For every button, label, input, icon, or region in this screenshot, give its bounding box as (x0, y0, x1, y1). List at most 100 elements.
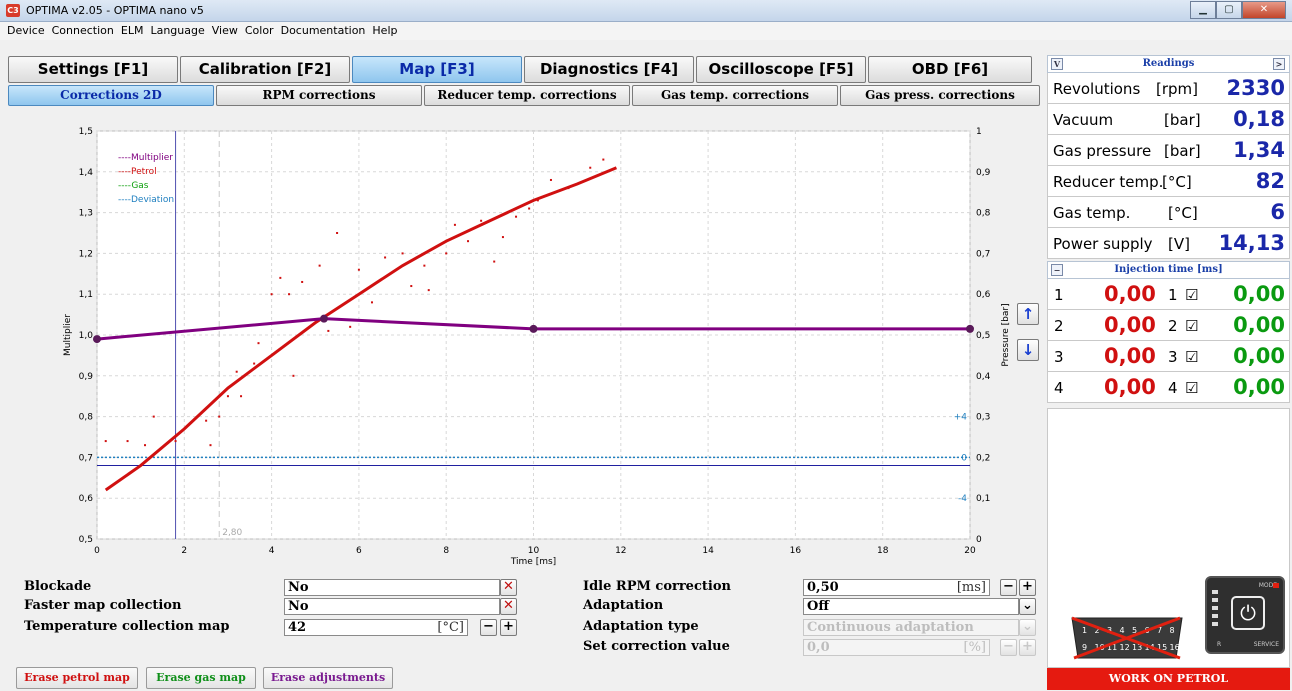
faster-map-field[interactable]: No (284, 598, 500, 615)
minimize-button[interactable]: ▁ (1190, 1, 1216, 19)
tab-obd[interactable]: OBD [F6] (868, 56, 1032, 83)
corrections-chart[interactable]: 0 2 4 6 8 10 12 14 16 18 200,50,60,70,80,91,01,11,… (0, 112, 1046, 570)
injector-checkbox[interactable]: ☑ (1185, 317, 1199, 335)
menu-help[interactable]: Help (372, 24, 398, 37)
petrol-sample-point (270, 293, 273, 296)
menu-view[interactable]: View (211, 24, 238, 37)
x-tick-label: 4 (269, 546, 275, 556)
set-correction-field[interactable]: 0,0 [%] (803, 639, 990, 656)
subtab-gas-temp[interactable]: Gas temp. corrections (632, 85, 838, 106)
idle-rpm-field[interactable]: 0,50 [ms] (803, 579, 990, 596)
arrow-up-icon[interactable]: ↑ (1017, 303, 1039, 325)
petrol-sample-point (174, 440, 177, 443)
y-tick-label: 0,9 (79, 372, 94, 382)
reading-unit: [°C] (1168, 204, 1198, 222)
petrol-sample-point (257, 342, 260, 345)
petrol-sample-point (445, 252, 448, 255)
menu-color[interactable]: Color (244, 24, 274, 37)
petrol-sample-point (480, 219, 483, 222)
blockade-clear-button[interactable]: ✕ (500, 579, 517, 596)
menu-language[interactable]: Language (150, 24, 205, 37)
injector-checkbox[interactable]: ☑ (1185, 348, 1199, 366)
y-tick-label: 1,4 (79, 168, 94, 178)
blockade-value: No (288, 580, 309, 595)
petrol-sample-point (318, 264, 321, 267)
erase-petrol-map-button[interactable]: Erase petrol map (16, 667, 138, 689)
deviation-zero-label: 0 (961, 453, 967, 463)
y2-tick-label: 0,6 (976, 290, 991, 300)
tab-oscilloscope[interactable]: Oscilloscope [F5] (696, 56, 866, 83)
deviation-plus-label: +4 (954, 413, 968, 423)
tab-settings[interactable]: Settings [F1] (8, 56, 178, 83)
adaptation-chevron-down-icon[interactable]: ⌄ (1019, 598, 1036, 615)
subtab-reducer-temp[interactable]: Reducer temp. corrections (424, 85, 630, 106)
readings-expand-icon[interactable]: > (1273, 58, 1285, 70)
injector-checkbox[interactable]: ☑ (1185, 379, 1199, 397)
subtab-gas-press[interactable]: Gas press. corrections (840, 85, 1040, 106)
close-button[interactable]: ✕ (1242, 1, 1286, 19)
menu-connection[interactable]: Connection (51, 24, 114, 37)
petrol-sample-point (240, 395, 243, 398)
tab-map[interactable]: Map [F3] (352, 56, 522, 83)
petrol-sample-point (370, 301, 373, 304)
power-icon[interactable]: ⏻ (1231, 596, 1265, 630)
subtab-rpm-corrections[interactable]: RPM corrections (216, 85, 422, 106)
injection-collapse-icon[interactable]: − (1051, 264, 1063, 276)
x-tick-label: 0 (94, 546, 100, 556)
petrol-time: 0,00 (1104, 375, 1156, 399)
temp-map-plus-button[interactable]: + (500, 619, 517, 636)
reading-label: Revolutions (1053, 80, 1141, 98)
idle-rpm-plus-button[interactable]: + (1019, 579, 1036, 596)
idle-rpm-minus-button[interactable]: − (1000, 579, 1017, 596)
multiplier-point (966, 324, 974, 333)
set-correction-minus-button[interactable]: − (1000, 639, 1017, 656)
set-correction-plus-button[interactable]: + (1019, 639, 1036, 656)
adaptation-select[interactable]: Off (803, 598, 1019, 615)
tab-calibration[interactable]: Calibration [F2] (180, 56, 350, 83)
arrow-down-icon[interactable]: ↓ (1017, 339, 1039, 361)
petrol-sample-point (336, 232, 339, 234)
y2-tick-label: 0,9 (976, 168, 991, 178)
injector-checkbox[interactable]: ☑ (1185, 286, 1199, 304)
menu-documentation[interactable]: Documentation (280, 24, 366, 37)
subtab-corrections-2d[interactable]: Corrections 2D (8, 85, 214, 106)
multiplier-point (319, 314, 328, 323)
erase-adjustments-button[interactable]: Erase adjustments (263, 667, 393, 689)
petrol-sample-point (235, 370, 238, 373)
menu-device[interactable]: Device (7, 24, 45, 37)
y-tick-label: 0,5 (79, 535, 93, 545)
petrol-sample-point (144, 444, 147, 447)
time-marker-label: 2,80 (222, 528, 242, 538)
petrol-sample-point (493, 260, 496, 263)
adaptation-type-chevron-down-icon[interactable]: ⌄ (1019, 619, 1036, 636)
maximize-button[interactable]: ▢ (1216, 1, 1242, 19)
y-tick-label: 1,3 (79, 209, 93, 219)
y-tick-label: 0,8 (79, 413, 94, 423)
set-correction-unit: [%] (963, 640, 987, 655)
temp-map-field[interactable]: 42 [°C] (284, 619, 468, 636)
petrol-sample-point (288, 293, 291, 296)
erase-gas-map-button[interactable]: Erase gas map (146, 667, 256, 689)
tab-diagnostics[interactable]: Diagnostics [F4] (524, 56, 694, 83)
faster-map-clear-button[interactable]: ✕ (500, 598, 517, 615)
window-title: OPTIMA v2.05 - OPTIMA nano v5 (26, 4, 204, 17)
adaptation-label: Adaptation (583, 598, 664, 613)
petrol-sample-point (528, 207, 531, 210)
adaptation-type-select[interactable]: Continuous adaptation (803, 619, 1019, 636)
petrol-sample-point (104, 440, 107, 443)
menu-elm[interactable]: ELM (120, 24, 144, 37)
x-tick-label: 14 (702, 546, 714, 556)
readings-view-icon[interactable]: V (1051, 58, 1063, 70)
idle-rpm-label: Idle RPM correction (583, 579, 731, 594)
y2-tick-label: 0,8 (976, 209, 991, 219)
petrol-sample-point (357, 268, 360, 271)
petrol-sample-point (292, 374, 295, 377)
injection-title: Injection time [ms] (1114, 264, 1223, 275)
temp-map-minus-button[interactable]: − (480, 619, 497, 636)
mode-label: MODE (1258, 582, 1277, 589)
x-tick-label: 2 (181, 546, 187, 556)
blockade-field[interactable]: No (284, 579, 500, 596)
set-correction-value: 0,0 (807, 640, 830, 655)
level-led (1212, 622, 1218, 626)
mode-switch[interactable]: MODE ⏻ R SERVICE (1205, 576, 1285, 654)
